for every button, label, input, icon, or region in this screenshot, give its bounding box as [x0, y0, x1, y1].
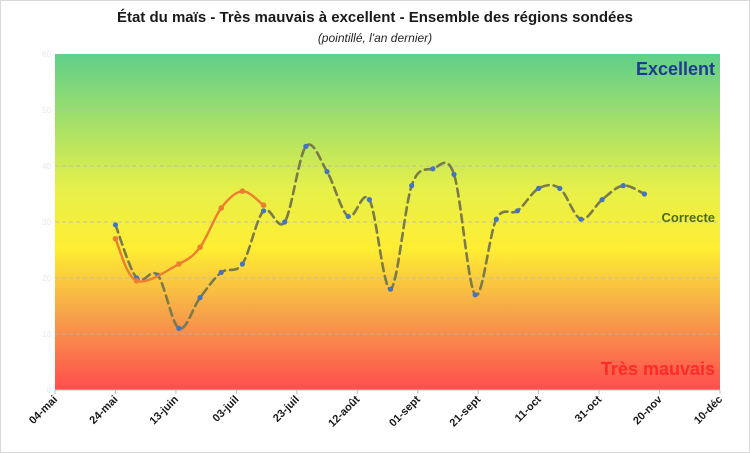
data-point [641, 191, 648, 197]
data-point [345, 213, 351, 219]
data-point [218, 205, 225, 211]
x-tick-label: 04-mai [27, 394, 60, 427]
data-point [409, 183, 415, 189]
data-point [176, 325, 182, 331]
series-line-last-year [114, 143, 646, 330]
data-point [239, 188, 246, 194]
data-point [451, 171, 457, 177]
y-tick-label: 40 [42, 162, 51, 171]
band-label-excellent: Excellent [636, 59, 715, 79]
y-tick-label: 20 [42, 274, 51, 283]
x-tick-label: 03-juil [211, 394, 242, 425]
data-point [599, 197, 605, 203]
series-group [112, 143, 648, 331]
data-point [176, 261, 182, 267]
x-tick-label: 20-nov [631, 393, 665, 427]
chart-subtitle: (pointillé, l'an dernier) [317, 31, 433, 45]
data-point [197, 295, 203, 301]
x-tick-label: 11-oct [513, 393, 544, 424]
data-point [260, 208, 267, 214]
y-tick-label: 0 [47, 386, 52, 395]
data-point [112, 236, 119, 242]
x-tick-label: 12-août [326, 393, 362, 429]
band-label-correcte: Correcte [662, 210, 715, 225]
data-point [282, 219, 288, 225]
data-point [493, 216, 499, 222]
band-label-tres-mauvais: Très mauvais [601, 359, 715, 379]
data-point [620, 183, 626, 189]
x-tick-label: 21-sept [448, 393, 484, 429]
x-tick-label: 24-mai [87, 394, 120, 427]
x-tick-label: 31-oct [573, 393, 605, 425]
x-tick-label: 10-déc [692, 394, 725, 427]
data-point [578, 216, 584, 222]
data-point [536, 185, 542, 191]
data-point [387, 286, 394, 292]
y-tick-label: 30 [42, 218, 51, 227]
x-tick-label: 13-juin [147, 393, 181, 427]
data-point [430, 166, 436, 172]
data-point [112, 222, 119, 228]
data-point [260, 202, 267, 208]
data-point [366, 197, 372, 203]
x-tick-label: 23-juil [271, 394, 302, 425]
chart-title: État du maïs - Très mauvais à excellent … [116, 9, 634, 26]
data-point [557, 185, 563, 191]
y-tick-label: 60 [42, 50, 51, 59]
x-tick-label: 01-sept [387, 393, 423, 429]
y-tick-label: 10 [42, 330, 51, 339]
y-axis-tick-labels: 0 10 20 30 40 50 60 [42, 50, 51, 395]
data-point [324, 169, 330, 175]
series-last-year [112, 143, 648, 331]
data-point [218, 269, 224, 275]
data-point [197, 244, 203, 250]
gridlines [55, 109, 720, 335]
series-current [112, 188, 267, 284]
data-point [472, 292, 478, 298]
data-point [514, 208, 521, 214]
data-point [133, 278, 140, 284]
data-point [303, 143, 309, 149]
data-point [239, 261, 246, 267]
y-tick-label: 50 [42, 106, 51, 115]
x-axis-tick-labels: 04-mai 24-mai 13-juin 03-juil 23-juil 12-août… [27, 390, 725, 430]
